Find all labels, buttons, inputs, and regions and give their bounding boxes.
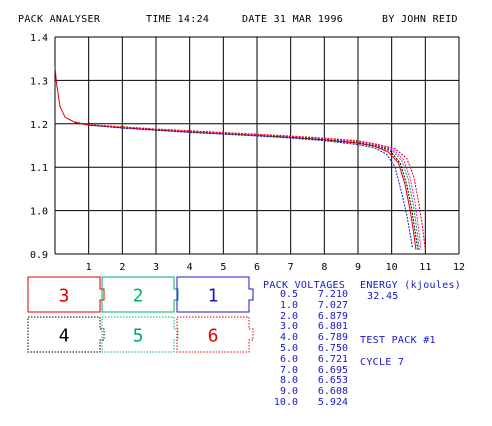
y-tick-label: 1.1	[30, 163, 48, 174]
pack-voltage-row: 9.0 6.608	[262, 386, 348, 398]
cell-label-3: 3	[59, 286, 70, 307]
pack-voltage-row: 10.0 5.924	[262, 396, 348, 409]
y-tick-label: 1.2	[30, 120, 48, 131]
pack-voltage-value: 6.801	[317, 321, 348, 333]
pack-voltage-row: 6.0 6.721	[262, 353, 348, 366]
discharge-curve-3	[75, 122, 419, 250]
cell-label-1: 1	[208, 286, 219, 307]
pack-voltage-value: 6.750	[317, 342, 348, 354]
pack-voltage-value: 5.924	[317, 396, 348, 408]
pack-voltage-time: 0.5	[279, 289, 298, 300]
x-tick-label: 10	[386, 262, 398, 273]
x-tick-label: 1	[86, 262, 92, 273]
pack-voltage-value: 7.027	[317, 299, 348, 311]
pack-voltage-time: 8.0	[279, 375, 298, 387]
x-tick-label: 11	[419, 262, 431, 273]
cell-label-4: 4	[59, 326, 70, 347]
discharge-curve-1	[54, 67, 417, 250]
x-tick-label: 6	[254, 262, 260, 273]
pack-voltage-time: 3.0	[279, 321, 298, 333]
y-tick-label: 0.9	[30, 250, 48, 261]
discharge-curve-4	[75, 121, 420, 250]
x-tick-label: 2	[119, 262, 125, 273]
x-tick-label: 3	[153, 262, 159, 273]
pack-voltage-row: 4.0 6.789	[262, 332, 348, 344]
cell-box-1	[176, 276, 254, 313]
pack-voltage-row: 8.0 6.653	[262, 376, 348, 387]
x-tick-label: 9	[355, 262, 361, 273]
pack-voltage-row: 1.0 7.027	[262, 299, 348, 312]
pack-voltage-row: 7.0 6.695	[262, 364, 348, 377]
cell-box-3	[27, 276, 105, 313]
app-title: PACK ANALYSER	[18, 14, 101, 25]
pack-voltage-time: 2.0	[279, 310, 298, 322]
pack-voltage-value: 6.653	[317, 375, 348, 387]
pack-voltage-time: 4.0	[279, 332, 298, 344]
pack-voltage-value: 7.210	[317, 289, 348, 300]
cell-label-6: 6	[208, 326, 219, 347]
cell-box-4	[27, 316, 105, 353]
date-readout: DATE 31 MAR 1996	[242, 14, 344, 25]
y-tick-label: 1.3	[30, 76, 48, 87]
x-tick-label: 4	[187, 262, 193, 273]
pack-voltage-time: 9.0	[279, 386, 298, 398]
y-tick-label: 1.4	[30, 33, 48, 44]
discharge-curve-5	[75, 121, 422, 250]
test-pack-label: TEST PACK #1	[360, 335, 436, 346]
cell-label-5: 5	[133, 326, 144, 347]
pack-voltage-time: 7.0	[279, 364, 298, 376]
energy-value: 32.45	[367, 291, 399, 302]
x-tick-label: 5	[220, 262, 226, 273]
y-tick-label: 1.0	[30, 207, 48, 218]
pack-voltages-heading: PACK VOLTAGES	[263, 280, 346, 291]
pack-voltage-value: 6.695	[317, 364, 348, 376]
x-tick-label: 8	[321, 262, 327, 273]
author-credit: BY JOHN REID	[382, 14, 458, 25]
pack-voltage-time: 10.0	[273, 396, 298, 408]
pack-voltage-time: 6.0	[279, 353, 298, 365]
pack-voltage-row: 2.0 6.879	[262, 310, 348, 323]
pack-voltage-row: 3.0 6.801	[262, 322, 348, 333]
pack-voltage-value: 6.608	[317, 386, 348, 398]
cell-box-6	[176, 316, 254, 353]
pack-voltage-time: 5.0	[279, 342, 298, 354]
pack-voltage-value: 6.721	[317, 353, 348, 365]
energy-label: ENERGY (kjoules)	[360, 280, 462, 291]
pack-voltage-value: 6.879	[317, 310, 348, 322]
pack-voltage-row: 0.5 7.210	[262, 289, 348, 301]
pack-voltage-time: 1.0	[279, 299, 298, 311]
discharge-curve-2	[75, 122, 413, 248]
pack-voltages-table: 0.5 7.210 1.0 7.027 2.0 6.879 3.0 6.801 4.0 6.789…	[262, 289, 348, 409]
cycle-label: CYCLE 7	[360, 357, 405, 368]
discharge-curve-6	[75, 121, 426, 250]
pack-voltage-value: 6.789	[317, 332, 348, 344]
cell-label-2: 2	[133, 286, 144, 307]
time-readout: TIME 14:24	[146, 14, 210, 25]
x-tick-label: 7	[288, 262, 294, 273]
cell-box-5	[101, 316, 179, 353]
pack-voltage-row: 5.0 6.750	[262, 342, 348, 355]
cell-box-2	[101, 276, 179, 313]
x-tick-label: 12	[453, 262, 465, 273]
